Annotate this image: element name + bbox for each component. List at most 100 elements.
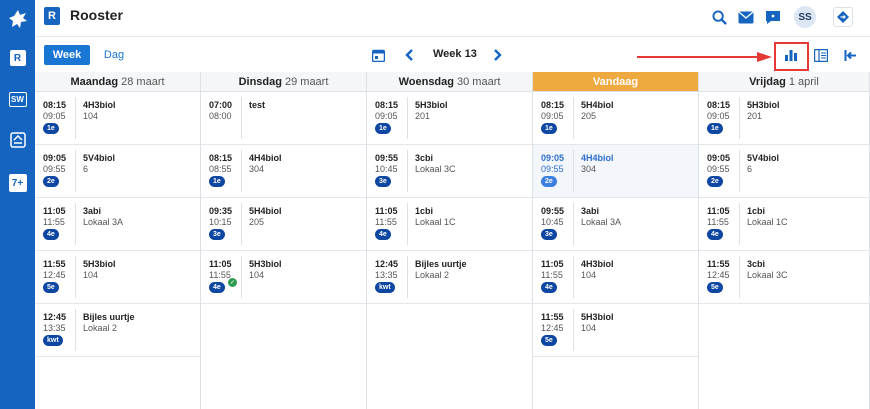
lesson-card[interactable]: 11:05 11:55 4e 1cbi Lokaal 1C xyxy=(367,198,532,251)
lesson-card[interactable]: 11:05 11:55 4e 5H3biol 104 ✓ xyxy=(201,251,366,304)
home-icon[interactable] xyxy=(0,5,35,33)
lesson-room: 201 xyxy=(415,111,431,121)
sidebar-item-rooster[interactable]: R xyxy=(0,47,35,69)
lesson-end-time: 10:45 xyxy=(375,164,398,174)
lesson-card[interactable]: 09:55 10:45 3e 3abi Lokaal 3A xyxy=(533,198,698,251)
lesson-card[interactable]: 08:15 09:05 1e 5H4biol 205 xyxy=(533,92,698,145)
lesson-divider xyxy=(407,203,408,245)
lesson-hour-badge: 1e xyxy=(375,123,391,134)
lesson-card[interactable]: 08:15 09:05 1e 5H3biol 201 xyxy=(699,92,869,145)
lesson-room: 104 xyxy=(83,270,99,280)
lesson-subject: 5H3biol xyxy=(249,259,282,269)
lesson-hour-badge: 1e xyxy=(209,176,225,187)
day-header-vandaag: Vandaag xyxy=(533,72,699,92)
lesson-card[interactable]: 09:55 10:45 3e 3cbi Lokaal 3C xyxy=(367,145,532,198)
lesson-room: Lokaal 1C xyxy=(747,217,788,227)
calendar-icon[interactable] xyxy=(369,46,387,64)
lesson-divider xyxy=(75,97,76,139)
lesson-room: Lokaal 3C xyxy=(747,270,788,280)
seven-plus-icon: 7+ xyxy=(8,174,27,192)
avatar[interactable]: SS xyxy=(794,6,816,28)
day-header-dinsdag: Dinsdag 29 maart xyxy=(201,72,367,92)
lesson-subject: Bijles uurtje xyxy=(83,312,135,322)
lesson-room: 205 xyxy=(249,217,265,227)
lesson-end-time: 09:05 xyxy=(43,111,66,121)
lesson-card[interactable]: 11:05 11:55 4e 1cbi Lokaal 1C xyxy=(699,198,869,251)
lesson-start-time: 11:55 xyxy=(43,259,66,269)
lesson-divider xyxy=(75,203,76,245)
lesson-card[interactable]: 11:05 11:55 4e 4H3biol 104 xyxy=(533,251,698,304)
list-view-icon[interactable] xyxy=(812,46,830,64)
lesson-end-time: 09:55 xyxy=(707,164,730,174)
logout-icon[interactable] xyxy=(833,7,853,27)
lesson-divider xyxy=(739,150,740,192)
previous-week-button[interactable] xyxy=(400,46,418,64)
lesson-start-time: 08:15 xyxy=(375,100,399,110)
lesson-card[interactable]: 09:05 09:55 2e 4H4biol 304 xyxy=(533,145,698,198)
lesson-divider xyxy=(739,203,740,245)
lesson-start-time: 08:15 xyxy=(541,100,565,110)
lesson-card[interactable]: 11:05 11:55 4e 3abi Lokaal 3A xyxy=(35,198,200,251)
day-column-maandag: 08:15 09:05 1e 4H3biol 104 09:05 09:55 2e 5V4bio… xyxy=(35,92,201,409)
lesson-room: Lokaal 1C xyxy=(415,217,456,227)
lesson-divider xyxy=(75,150,76,192)
lesson-start-time: 11:05 xyxy=(541,259,564,269)
lesson-start-time: 12:45 xyxy=(375,259,399,269)
search-icon[interactable] xyxy=(710,8,728,26)
lesson-subject: 4H3biol xyxy=(83,100,116,110)
sidebar-item-seven-plus[interactable]: 7+ xyxy=(0,172,35,194)
statistics-chart-icon[interactable] xyxy=(782,46,800,64)
lesson-subject: 1cbi xyxy=(747,206,766,216)
lesson-card[interactable]: 11:55 12:45 5e 3cbi Lokaal 3C xyxy=(699,251,869,304)
lesson-card[interactable]: 08:15 08:55 1e 4H4biol 304 xyxy=(201,145,366,198)
lesson-room: 205 xyxy=(581,111,597,121)
lesson-hour-badge: 3e xyxy=(209,229,225,240)
lesson-end-time: 09:05 xyxy=(375,111,398,121)
lesson-card[interactable]: 09:35 10:15 3e 5H4biol 205 xyxy=(201,198,366,251)
lesson-card[interactable]: 09:05 09:55 2e 5V4biol 6 xyxy=(699,145,869,198)
lesson-end-time: 11:55 xyxy=(375,217,397,227)
next-week-button[interactable] xyxy=(489,46,507,64)
lesson-end-time: 10:45 xyxy=(541,217,564,227)
lesson-room: 104 xyxy=(83,111,99,121)
chat-icon[interactable] xyxy=(764,8,782,26)
day-view-button[interactable]: Dag xyxy=(103,49,125,61)
lesson-card[interactable]: 07:00 08:00 test xyxy=(201,92,366,145)
lesson-room: 6 xyxy=(747,164,753,174)
lesson-end-time: 10:15 xyxy=(209,217,232,227)
lesson-divider xyxy=(573,309,574,351)
lesson-room: Lokaal 2 xyxy=(83,323,118,333)
lesson-card[interactable]: 11:55 12:45 5e 5H3biol 104 xyxy=(533,304,698,357)
lesson-hour-badge: 2e xyxy=(541,176,557,187)
collapse-panel-icon[interactable] xyxy=(841,46,859,64)
day-header-maandag: Maandag 28 maart xyxy=(35,72,201,92)
lesson-card[interactable]: 12:45 13:35 kwt Bijles uurtje Lokaal 2 xyxy=(35,304,200,357)
lesson-card[interactable]: 11:55 12:45 5e 5H3biol 104 xyxy=(35,251,200,304)
lesson-end-time: 09:55 xyxy=(541,164,564,174)
lesson-card[interactable]: 12:45 13:35 kwt Bijles uurtje Lokaal 2 xyxy=(367,251,532,304)
page-title: Rooster xyxy=(70,7,123,23)
lesson-hour-badge: 4e xyxy=(707,229,723,240)
lesson-start-time: 09:55 xyxy=(541,206,565,216)
lesson-subject: 3abi xyxy=(83,206,102,216)
week-view-button[interactable]: Week xyxy=(44,45,90,65)
lesson-room: Lokaal 2 xyxy=(415,270,450,280)
lesson-subject: 5H4biol xyxy=(249,206,282,216)
annotation-highlight-box xyxy=(774,42,809,71)
lesson-card[interactable]: 08:15 09:05 1e 5H3biol 201 xyxy=(367,92,532,145)
sidebar-item-sw[interactable]: SW xyxy=(0,88,35,110)
lesson-divider xyxy=(407,150,408,192)
lesson-end-time: 09:55 xyxy=(43,164,66,174)
lesson-end-time: 09:05 xyxy=(541,111,564,121)
rooster-icon: R xyxy=(9,50,26,66)
lesson-divider xyxy=(241,256,242,298)
lesson-card[interactable]: 08:15 09:05 1e 4H3biol 104 xyxy=(35,92,200,145)
mail-icon[interactable] xyxy=(737,8,755,26)
lesson-end-time: 11:55 xyxy=(209,270,231,280)
lesson-room: Lokaal 3A xyxy=(83,217,124,227)
lesson-divider xyxy=(573,203,574,245)
lesson-card[interactable]: 09:05 09:55 2e 5V4biol 6 xyxy=(35,145,200,198)
lesson-room: 201 xyxy=(747,111,763,121)
lesson-subject: 1cbi xyxy=(415,206,434,216)
sidebar-item-inbox[interactable] xyxy=(0,129,35,151)
